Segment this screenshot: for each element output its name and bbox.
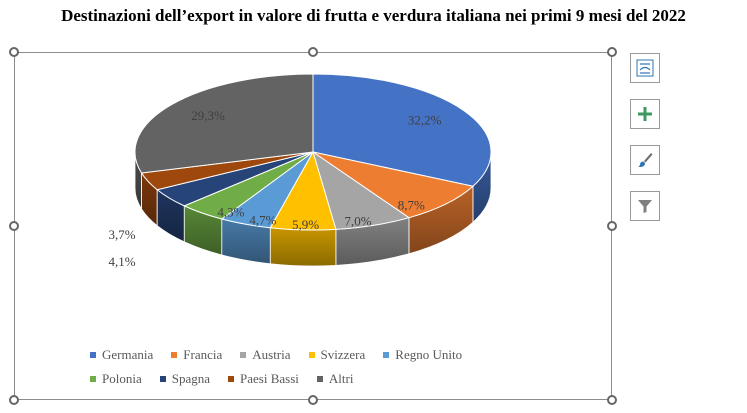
- legend-item-polonia: Polonia: [90, 371, 142, 387]
- legend-swatch: [383, 352, 390, 358]
- resize-handle-middle-left[interactable]: [9, 221, 19, 231]
- legend-swatch: [159, 376, 166, 382]
- chart-styles-button[interactable]: [630, 145, 660, 175]
- legend-item-francia: Francia: [171, 347, 222, 363]
- legend-label: Polonia: [102, 371, 142, 386]
- legend-row: Germania Francia Austria Svizzera Regno Unit…: [90, 343, 560, 367]
- legend-label: Paesi Bassi: [240, 371, 299, 386]
- chart-elements-plus-icon: [638, 107, 652, 121]
- legend-swatch: [228, 376, 235, 382]
- legend-item-paesi-bassi: Paesi Bassi: [228, 371, 299, 387]
- legend-item-austria: Austria: [240, 347, 291, 363]
- resize-handle-top-left[interactable]: [9, 47, 19, 57]
- legend-label: Altri: [328, 371, 354, 386]
- resize-handle-bottom-right[interactable]: [607, 395, 617, 405]
- legend-row: Polonia Spagna Paesi Bassi Altri: [90, 367, 560, 391]
- legend-item-regno-unito: Regno Unito: [383, 347, 462, 363]
- chart-filters-button[interactable]: [630, 191, 660, 221]
- legend-label: Germania: [102, 347, 154, 362]
- legend-swatch: [240, 352, 247, 358]
- legend-label: Austria: [252, 347, 291, 362]
- legend-label: Regno Unito: [395, 347, 463, 362]
- legend-label: Spagna: [171, 371, 211, 386]
- legend-item-altri: Altri: [316, 371, 354, 387]
- legend-swatch: [316, 376, 323, 382]
- resize-handle-bottom-left[interactable]: [9, 395, 19, 405]
- legend-swatch: [308, 352, 315, 358]
- legend-label: Francia: [183, 347, 223, 362]
- chart-elements-button[interactable]: [630, 99, 660, 129]
- resize-handle-top-middle[interactable]: [308, 47, 318, 57]
- chart-title: Destinazioni dell’export in valore di fr…: [61, 6, 686, 25]
- legend-item-spagna: Spagna: [159, 371, 211, 387]
- legend-label: Svizzera: [320, 347, 366, 362]
- resize-handle-top-right[interactable]: [607, 47, 617, 57]
- chart-legend: Germania Francia Austria Svizzera Regno Unit…: [90, 343, 560, 391]
- legend-swatch: [90, 376, 96, 382]
- chart-filters-icon: [638, 200, 652, 213]
- legend-item-germania: Germania: [90, 347, 153, 363]
- layout-options-button[interactable]: [630, 53, 660, 83]
- legend-swatch: [171, 352, 178, 358]
- resize-handle-middle-right[interactable]: [607, 221, 617, 231]
- layout-options-icon: [636, 59, 654, 77]
- chart-styles-brush-icon: [638, 153, 653, 167]
- legend-item-svizzera: Svizzera: [308, 347, 366, 363]
- legend-swatch: [90, 352, 96, 358]
- resize-handle-bottom-middle[interactable]: [308, 395, 318, 405]
